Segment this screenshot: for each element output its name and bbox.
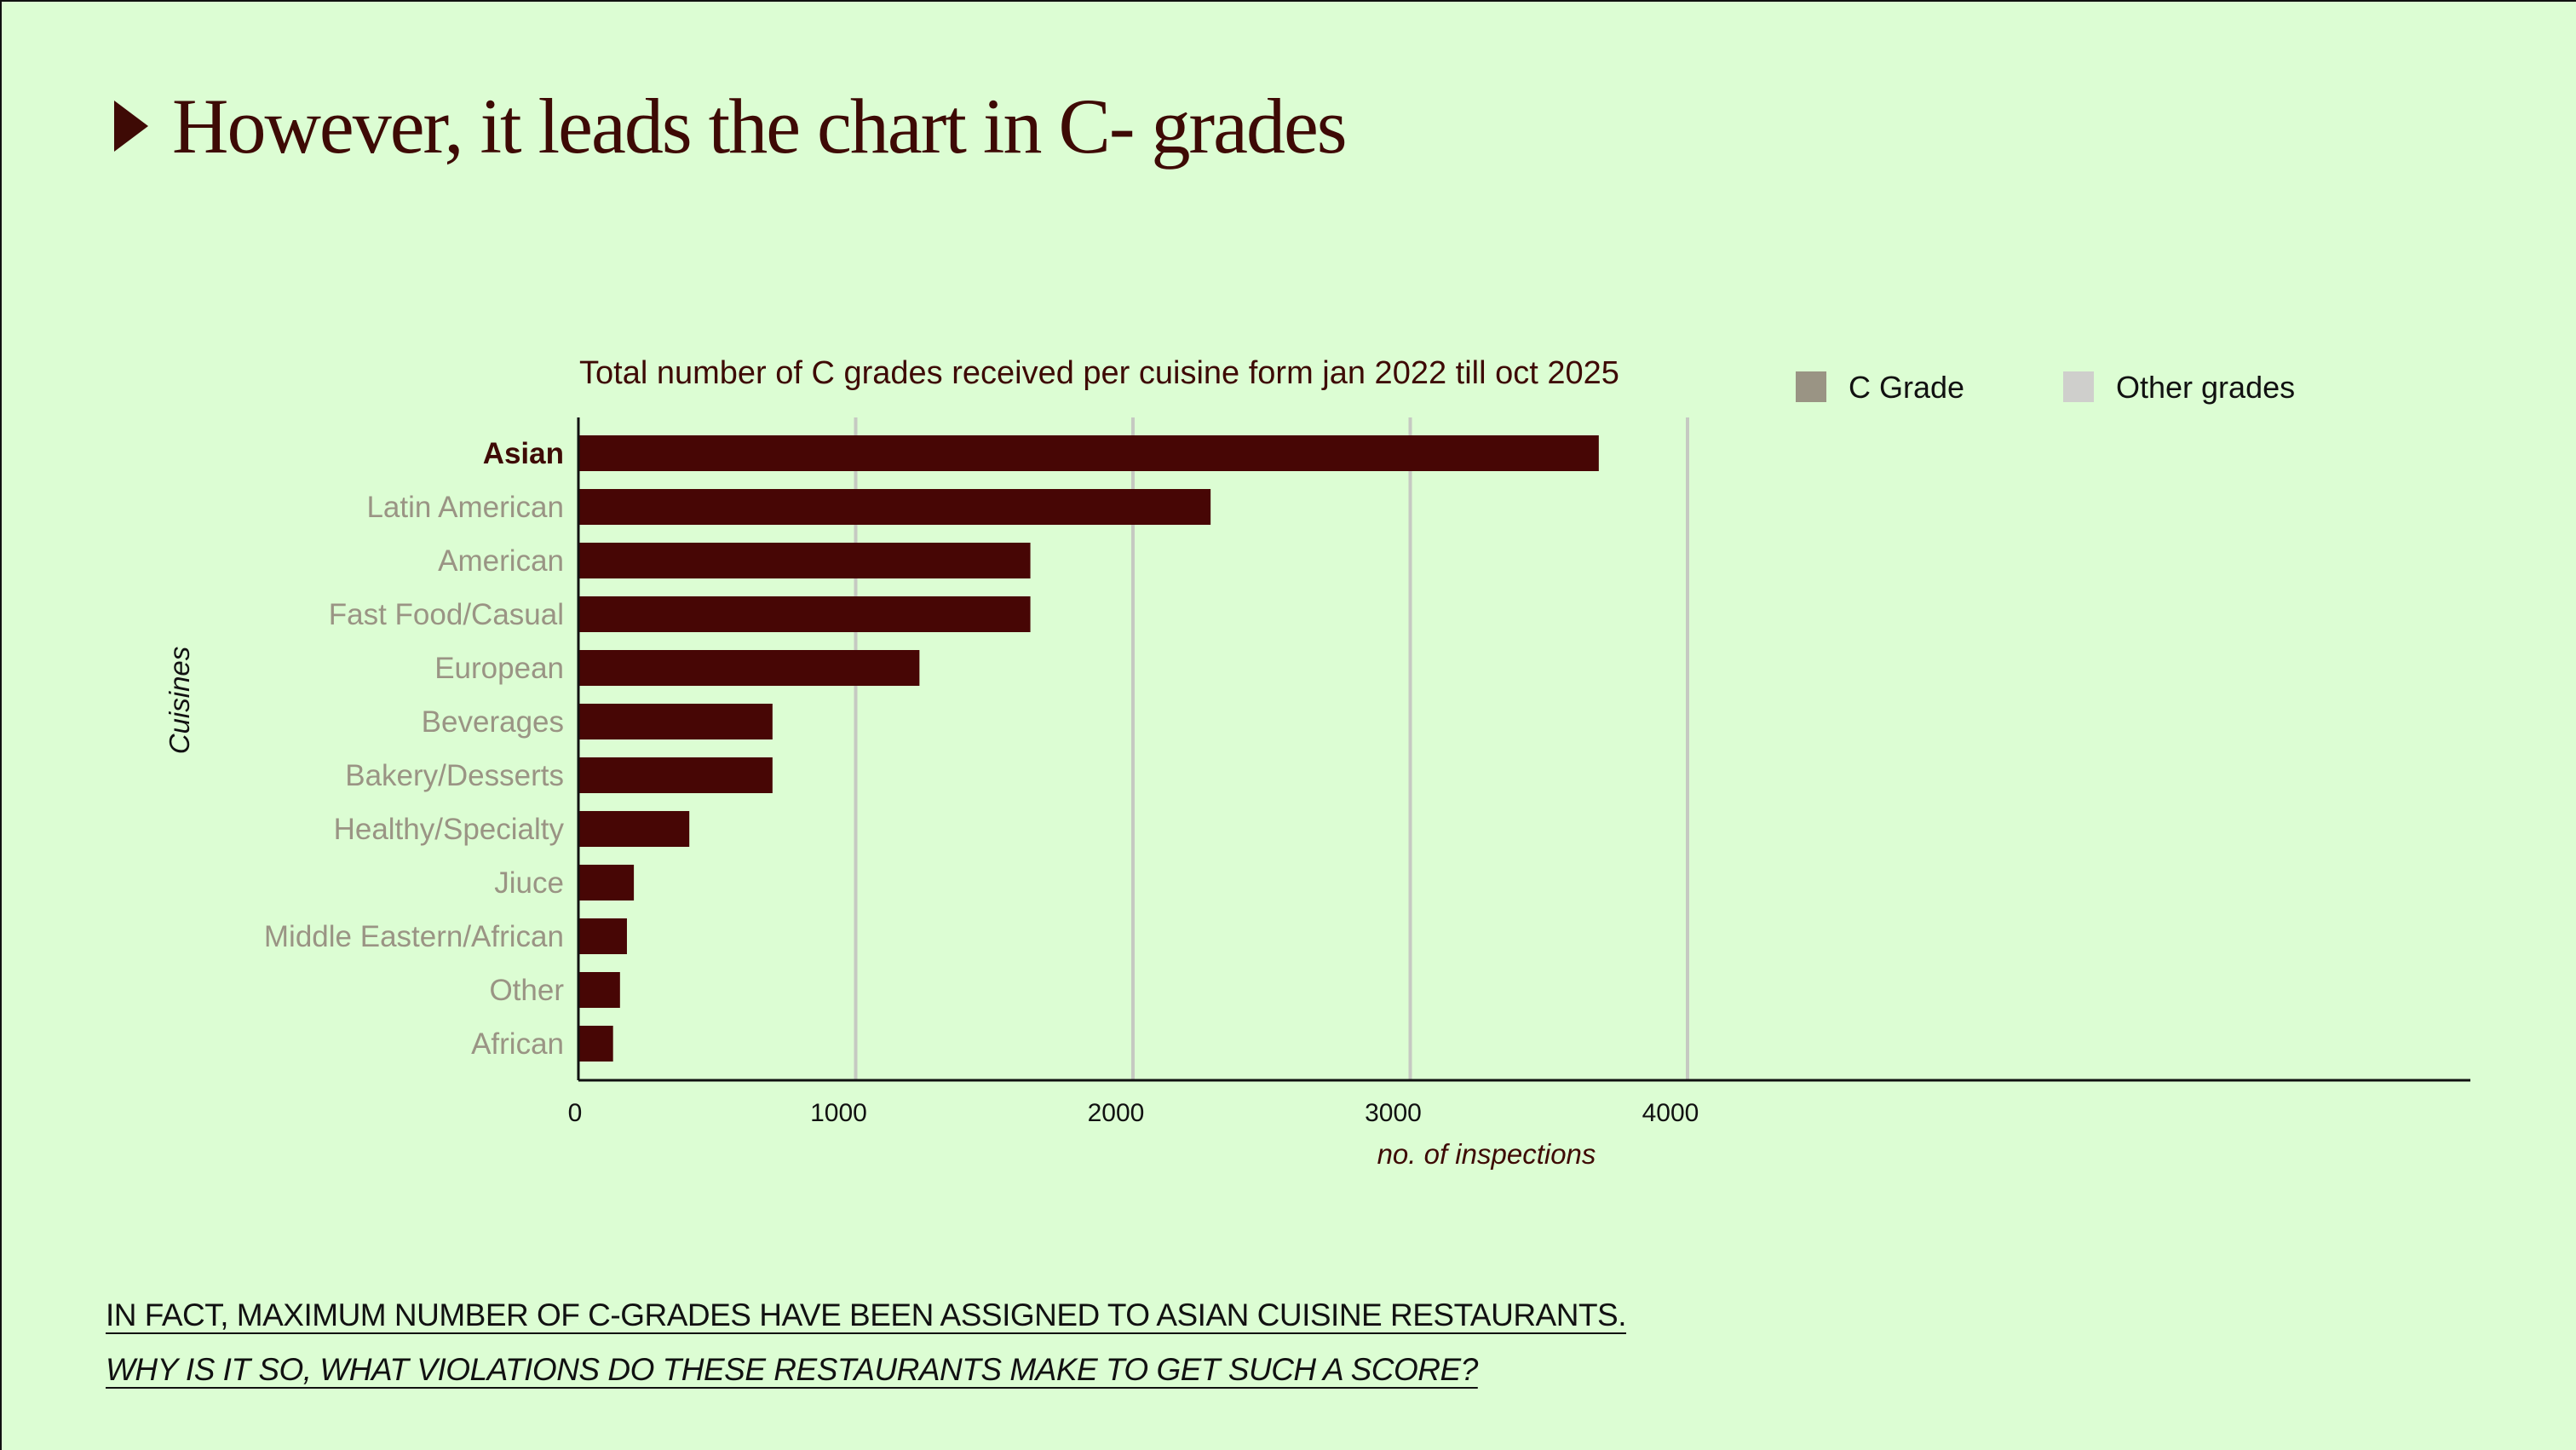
category-label: Beverages [422,705,564,739]
bar-healthy-specialty [578,811,690,847]
bar-american [578,543,1031,578]
category-label: Healthy/Specialty [334,813,565,846]
legend-swatch [2063,371,2094,402]
category-label: European [434,652,564,685]
bar-middle-eastern-african [578,918,627,954]
bar-european [578,650,920,686]
heading-text: However, it leads the chart in C- grades [172,83,1348,170]
bar-african [578,1026,613,1062]
y-axis-title: Cuisines [164,647,195,755]
triangle-bullet-icon [114,101,148,152]
x-tick-label: 0 [568,1099,583,1127]
bar-other [578,972,620,1008]
x-tick-label: 4000 [1642,1099,1699,1127]
category-label: African [471,1027,564,1061]
category-label: Middle Eastern/African [264,920,564,953]
bar-jiuce [578,865,635,900]
bar-latin-american [578,489,1211,525]
x-tick-label: 1000 [810,1099,867,1127]
category-label: Jiuce [494,866,564,900]
legend-label: Other grades [2116,370,2295,405]
chart-title: Total number of C grades received per cu… [579,355,1619,391]
legend-swatch [1796,371,1826,402]
bar-beverages [578,704,773,739]
category-label: Latin American [366,491,564,524]
bar-asian [578,435,1599,471]
bar-fast-food-casual [578,596,1031,632]
x-tick-label: 3000 [1365,1099,1422,1127]
category-label: Bakery/Desserts [345,759,564,792]
footer-line-1: IN FACT, MAXIMUM NUMBER OF C-GRADES HAVE… [106,1298,1627,1332]
category-label: Other [489,974,564,1007]
legend-label: C Grade [1849,370,1964,405]
x-tick-label: 2000 [1088,1099,1145,1127]
slide-heading: However, it leads the chart in C- grades [114,83,1348,170]
category-label: American [438,544,564,578]
bar-bakery-desserts [578,757,773,793]
category-label: Asian [483,437,564,470]
footer-notes: IN FACT, MAXIMUM NUMBER OF C-GRADES HAVE… [106,1288,1627,1397]
x-axis-title: no. of inspections [1377,1138,1596,1170]
bar-chart: Asian Latin American American Fast Food/Cas… [164,355,2470,1170]
footer-question: WHY IS IT SO, WHAT VIOLATIONS DO THESE R… [106,1352,1478,1387]
category-label: Fast Food/Casual [329,598,564,631]
